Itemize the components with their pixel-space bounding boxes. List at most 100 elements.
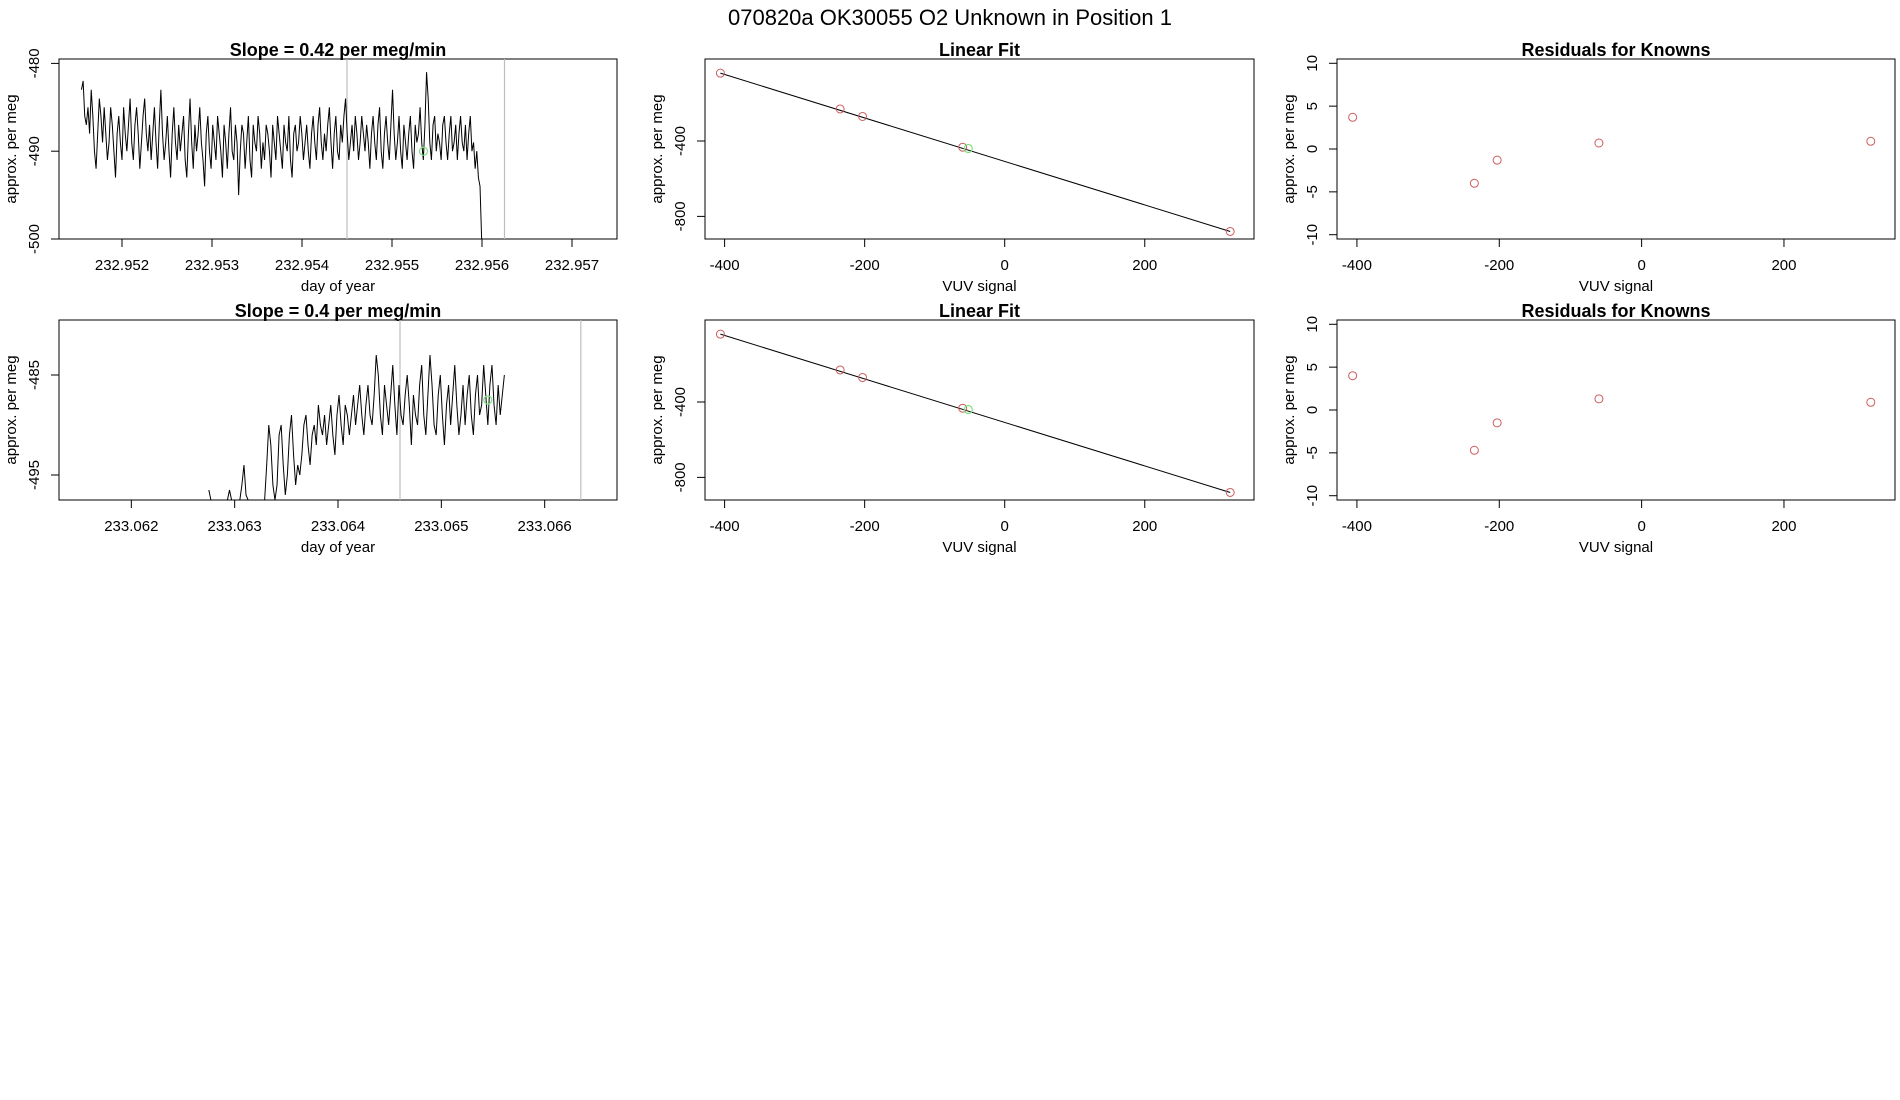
y-tick-label: -480	[26, 48, 43, 78]
known-point	[1469, 178, 1479, 188]
known-point	[1492, 418, 1502, 428]
x-tick-label: 233.066	[518, 518, 572, 535]
known-point	[1225, 226, 1235, 236]
x-tick-label: -400	[1342, 257, 1372, 274]
known-point	[958, 403, 968, 413]
known-point	[835, 104, 845, 114]
x-tick-label: 233.065	[414, 518, 468, 535]
known-point	[1866, 397, 1876, 407]
panel-title: Linear Fit	[939, 301, 1020, 321]
x-tick-label: -400	[710, 257, 740, 274]
known-point	[958, 142, 968, 152]
known-point	[1348, 112, 1358, 122]
y-tick-label: -500	[26, 224, 43, 254]
fit-line	[720, 72, 1231, 232]
x-tick-label: 200	[1132, 518, 1157, 535]
x-tick-label: 200	[1771, 518, 1796, 535]
known-point	[1594, 138, 1604, 148]
panel-res1: Residuals for Knowns VUV signal approx. pe…	[1281, 40, 1896, 295]
x-tick-label: 232.952	[95, 257, 149, 274]
y-tick-label: -490	[26, 136, 43, 166]
y-tick-label: -495	[26, 460, 43, 490]
panel-res2: Residuals for Knowns VUV signal approx. pe…	[1281, 301, 1896, 556]
data-marks	[1348, 112, 1876, 188]
x-axis-label: day of year	[301, 539, 375, 556]
x-tick-label: 232.957	[545, 257, 599, 274]
y-tick-label: 5	[1304, 102, 1321, 110]
x-tick-label: 232.956	[455, 257, 509, 274]
known-point	[1492, 155, 1502, 165]
panel-ts1: Slope = 0.42 per meg/min day of year appro…	[3, 40, 618, 295]
x-tick-label: 200	[1771, 257, 1796, 274]
known-point	[858, 111, 868, 121]
x-tick-label: -200	[850, 257, 880, 274]
data-marks	[81, 59, 506, 239]
x-axis-label: VUV signal	[942, 278, 1016, 295]
y-tick-label: 5	[1304, 363, 1321, 371]
x-tick-label: 232.953	[185, 257, 239, 274]
x-tick-label: 233.063	[208, 518, 262, 535]
panel-fit2: Linear Fit VUV signal approx. per meg -400 -…	[649, 301, 1255, 556]
panel-ts2: Slope = 0.4 per meg/min day of year approx…	[3, 301, 618, 556]
y-axis-label: approx. per meg	[649, 94, 666, 203]
fit-line	[720, 333, 1231, 493]
x-axis-label: VUV signal	[1579, 539, 1653, 556]
x-tick-label: 0	[1001, 518, 1009, 535]
unknown-point	[963, 404, 973, 415]
y-tick-label: -485	[26, 360, 43, 390]
plot-frame	[58, 319, 618, 501]
known-point	[1866, 136, 1876, 146]
known-point	[835, 365, 845, 375]
x-tick-label: 233.062	[104, 518, 158, 535]
y-tick-label: -800	[672, 462, 689, 492]
y-tick-label: -10	[1304, 224, 1321, 246]
y-tick-label: -400	[672, 387, 689, 417]
y-tick-label: -400	[672, 126, 689, 156]
panel-fit1: Linear Fit VUV signal approx. per meg -400 -…	[649, 40, 1255, 295]
panels: Slope = 0.42 per meg/min day of year appro…	[3, 40, 1896, 556]
y-axis-label: approx. per meg	[3, 355, 20, 464]
plot-frame	[704, 58, 1255, 240]
y-tick-label: 10	[1304, 55, 1321, 72]
known-point	[1225, 487, 1235, 497]
y-axis-label: approx. per meg	[3, 94, 20, 203]
y-axis-label: approx. per meg	[1281, 94, 1298, 203]
series-line	[208, 354, 505, 500]
x-tick-label: -200	[1484, 257, 1514, 274]
x-tick-label: -400	[710, 518, 740, 535]
panel-title: Slope = 0.4 per meg/min	[235, 301, 442, 321]
plot-frame	[1336, 58, 1896, 240]
y-axis-label: approx. per meg	[649, 355, 666, 464]
unknown-point	[963, 143, 973, 154]
known-point	[715, 68, 725, 78]
y-tick-label: -10	[1304, 485, 1321, 507]
x-axis-label: VUV signal	[942, 539, 1016, 556]
plot-frame	[1336, 319, 1896, 501]
x-axis-label: day of year	[301, 278, 375, 295]
data-marks	[715, 329, 1235, 497]
x-tick-label: 0	[1637, 518, 1645, 535]
y-tick-label: -5	[1304, 185, 1321, 198]
data-marks	[1348, 371, 1876, 455]
panel-title: Residuals for Knowns	[1521, 301, 1710, 321]
x-tick-label: 232.954	[275, 257, 329, 274]
x-tick-label: 0	[1637, 257, 1645, 274]
panel-title: Linear Fit	[939, 40, 1020, 60]
known-point	[1348, 371, 1358, 381]
x-tick-label: -200	[850, 518, 880, 535]
y-tick-label: 0	[1304, 145, 1321, 153]
data-marks	[208, 320, 582, 500]
x-tick-label: 233.064	[311, 518, 365, 535]
y-tick-label: 10	[1304, 316, 1321, 333]
plot-frame	[704, 319, 1255, 501]
x-tick-label: 200	[1132, 257, 1157, 274]
y-axis-label: approx. per meg	[1281, 355, 1298, 464]
unknown-point	[418, 146, 429, 156]
known-point	[1594, 394, 1604, 404]
y-tick-label: -800	[672, 201, 689, 231]
x-tick-label: 0	[1001, 257, 1009, 274]
panel-title: Slope = 0.42 per meg/min	[230, 40, 447, 60]
plot-frame	[58, 58, 618, 240]
known-point	[1469, 445, 1479, 455]
